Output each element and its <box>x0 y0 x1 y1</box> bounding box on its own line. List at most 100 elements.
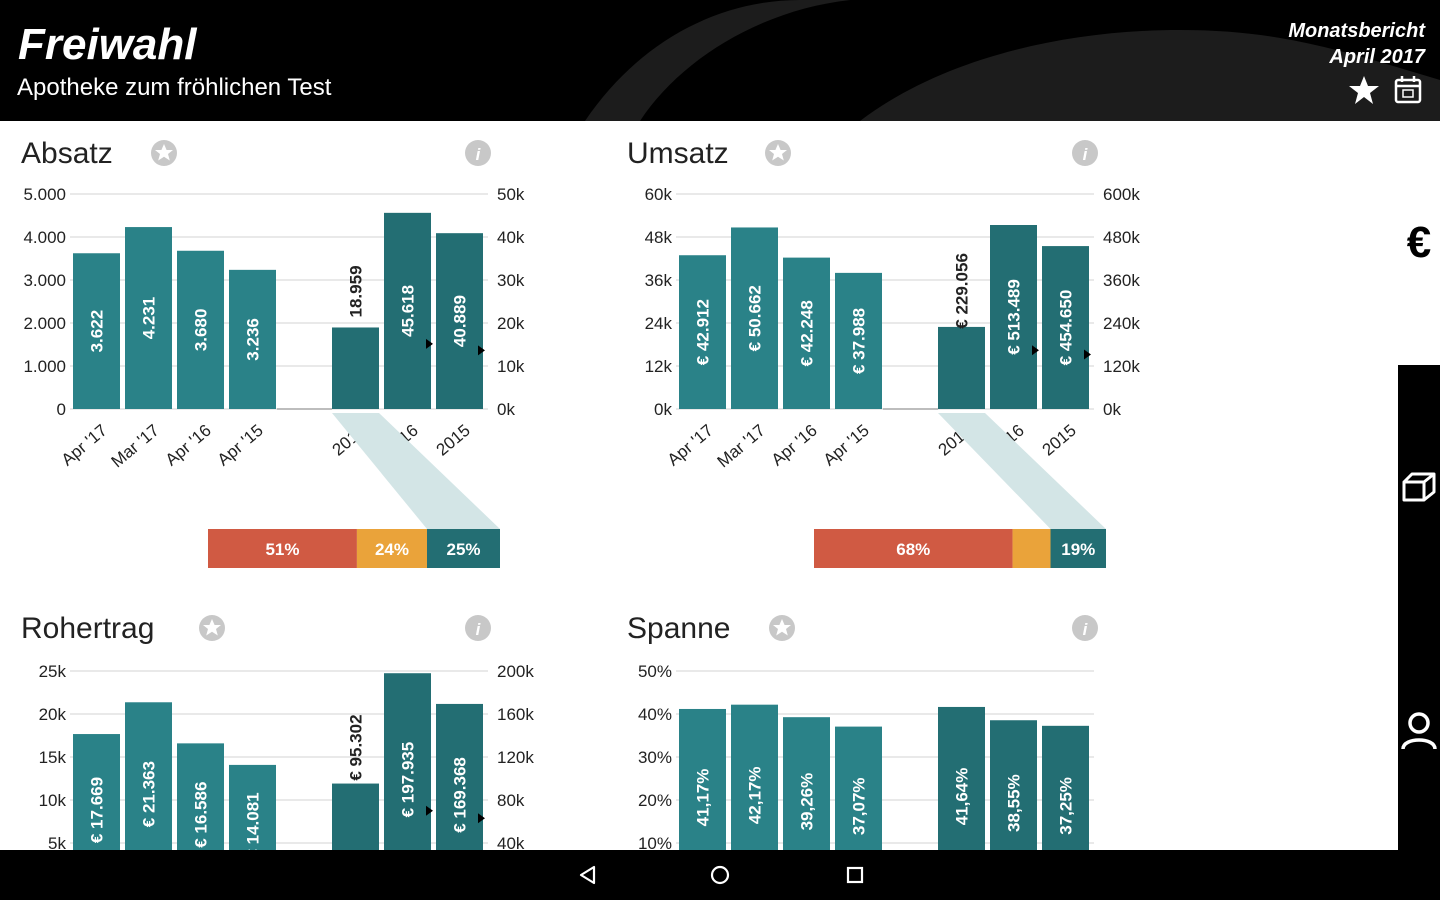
star-outline-icon <box>765 140 791 166</box>
y-tick-label: 5k <box>48 834 66 850</box>
data-label: € 197.935 <box>399 742 418 818</box>
pharmacy-name: Apotheke zum fröhlichen Test <box>17 74 332 101</box>
right-sidebar: € <box>1398 121 1440 850</box>
y2-tick-label: 200k <box>497 662 534 681</box>
y-tick-label: 48k <box>645 228 673 247</box>
x-tick-label: 2015 <box>1039 421 1080 460</box>
bar-monthly <box>731 704 778 850</box>
bar-yearly <box>436 703 483 850</box>
bar-monthly <box>73 253 120 409</box>
prior-period-marker <box>478 813 485 824</box>
share-label: 24% <box>375 540 409 559</box>
bar-monthly <box>835 726 882 850</box>
data-label: 41,64% <box>953 768 972 826</box>
prior-period-marker <box>478 345 485 356</box>
share-segment <box>1012 529 1051 568</box>
favorites-button[interactable] <box>1348 74 1380 106</box>
svg-text:i: i <box>476 145 482 164</box>
spanne-chart: 50% 40% 30% 20% 10% 41,17% 42,17% 39,26% 37,07% 4… <box>638 662 1094 850</box>
nav-back-button[interactable] <box>568 858 608 892</box>
panel-title: Spanne <box>627 612 731 645</box>
system-navigation-bar <box>0 850 1440 900</box>
data-label: 41,17% <box>694 769 713 827</box>
nav-recents-button[interactable] <box>835 858 875 892</box>
y2-tick-label: 120k <box>1103 357 1140 376</box>
favorite-toggle-button[interactable] <box>764 139 792 167</box>
y2-tick-label: 160k <box>497 705 534 724</box>
info-icon: i <box>465 140 491 166</box>
data-label: 18.959 <box>347 265 366 317</box>
bar-monthly <box>177 250 224 409</box>
sidebar-item-packages[interactable] <box>1398 463 1440 511</box>
bar-yearly <box>990 720 1037 850</box>
share-connector <box>938 413 1106 529</box>
data-label: 4.231 <box>140 297 159 340</box>
info-button[interactable]: i <box>1071 614 1099 642</box>
home-circle-icon <box>710 865 730 885</box>
bar-yearly <box>332 327 379 409</box>
share-label: 51% <box>265 540 299 559</box>
y-tick-label: 40% <box>638 705 672 724</box>
y-tick-label: 10k <box>39 791 67 810</box>
info-button[interactable]: i <box>464 614 492 642</box>
data-label: € 16.586 <box>192 782 211 848</box>
y2-tick-label: 30k <box>497 271 525 290</box>
y-tick-label: 1.000 <box>23 357 66 376</box>
bar-monthly <box>229 764 276 850</box>
favorite-toggle-button[interactable] <box>768 614 796 642</box>
y-tick-label: 0k <box>654 400 672 419</box>
favorite-toggle-button[interactable] <box>198 614 226 642</box>
data-label: 3.680 <box>192 309 211 352</box>
bar-yearly <box>938 706 985 850</box>
y-tick-label: 24k <box>645 314 673 333</box>
data-label: € 513.489 <box>1005 279 1024 355</box>
data-label: 45.618 <box>399 285 418 337</box>
y-tick-label: 30% <box>638 748 672 767</box>
bar-monthly <box>679 708 726 850</box>
share-segment <box>356 529 427 568</box>
data-label: 42,17% <box>746 766 765 824</box>
y-tick-label: 60k <box>645 185 673 204</box>
y-tick-label: 3.000 <box>23 271 66 290</box>
nav-home-button[interactable] <box>700 858 740 892</box>
panel-spanne: 50% 40% 30% 20% 10% 41,17% 42,17% 39,26% 37,07% 4… <box>606 596 1206 850</box>
x-tick-label: Mar '17 <box>108 421 163 472</box>
star-icon <box>1349 76 1379 104</box>
bar-monthly <box>783 257 830 409</box>
report-type: Monatsbericht <box>1288 20 1425 42</box>
x-tick-label: Apr '16 <box>768 421 821 470</box>
header-decoration <box>585 0 1440 121</box>
info-button[interactable]: i <box>1071 139 1099 167</box>
info-button[interactable]: i <box>464 139 492 167</box>
svg-text:i: i <box>1083 145 1089 164</box>
y2-tick-label: 360k <box>1103 271 1140 290</box>
app-header: Freiwahl Apotheke zum fröhlichen Test Mo… <box>0 0 1440 121</box>
report-month: April 2017 <box>1329 46 1425 68</box>
recents-square-icon <box>846 866 864 884</box>
sidebar-item-person[interactable] <box>1398 707 1440 755</box>
y2-tick-label: 120k <box>497 748 534 767</box>
umsatz-chart: 60k 600k 48k 480k 36k 360k 24k 240k 12k 120k 0k 0k €… <box>645 185 1140 568</box>
share-label: 19% <box>1061 540 1095 559</box>
y-tick-label: 12k <box>645 357 673 376</box>
calendar-button[interactable] <box>1392 74 1424 106</box>
dashboard-panels: 5.000 50k 4.000 40k 3.000 30k 2.000 20k 1.000 10k… <box>0 121 1398 850</box>
bar-monthly <box>679 255 726 409</box>
favorite-toggle-button[interactable] <box>150 139 178 167</box>
x-tick-label: Apr '17 <box>58 421 111 470</box>
euro-icon: € <box>1406 218 1432 267</box>
data-label: € 42.912 <box>694 299 713 365</box>
svg-text:i: i <box>476 620 482 639</box>
data-label: 40.889 <box>451 295 470 347</box>
data-label: € 50.662 <box>746 285 765 351</box>
prior-period-marker <box>1084 349 1091 360</box>
sidebar-item-euro[interactable]: € <box>1398 218 1440 267</box>
x-tick-label: Apr '16 <box>162 421 215 470</box>
back-triangle-icon <box>579 865 596 885</box>
panel-umsatz: 60k 600k 48k 480k 36k 360k 24k 240k 12k 120k 0k 0k €… <box>606 121 1206 591</box>
data-label: 37,07% <box>850 777 869 835</box>
share-connector <box>332 413 500 529</box>
star-outline-icon <box>769 615 795 641</box>
data-label: 3.622 <box>88 310 107 353</box>
